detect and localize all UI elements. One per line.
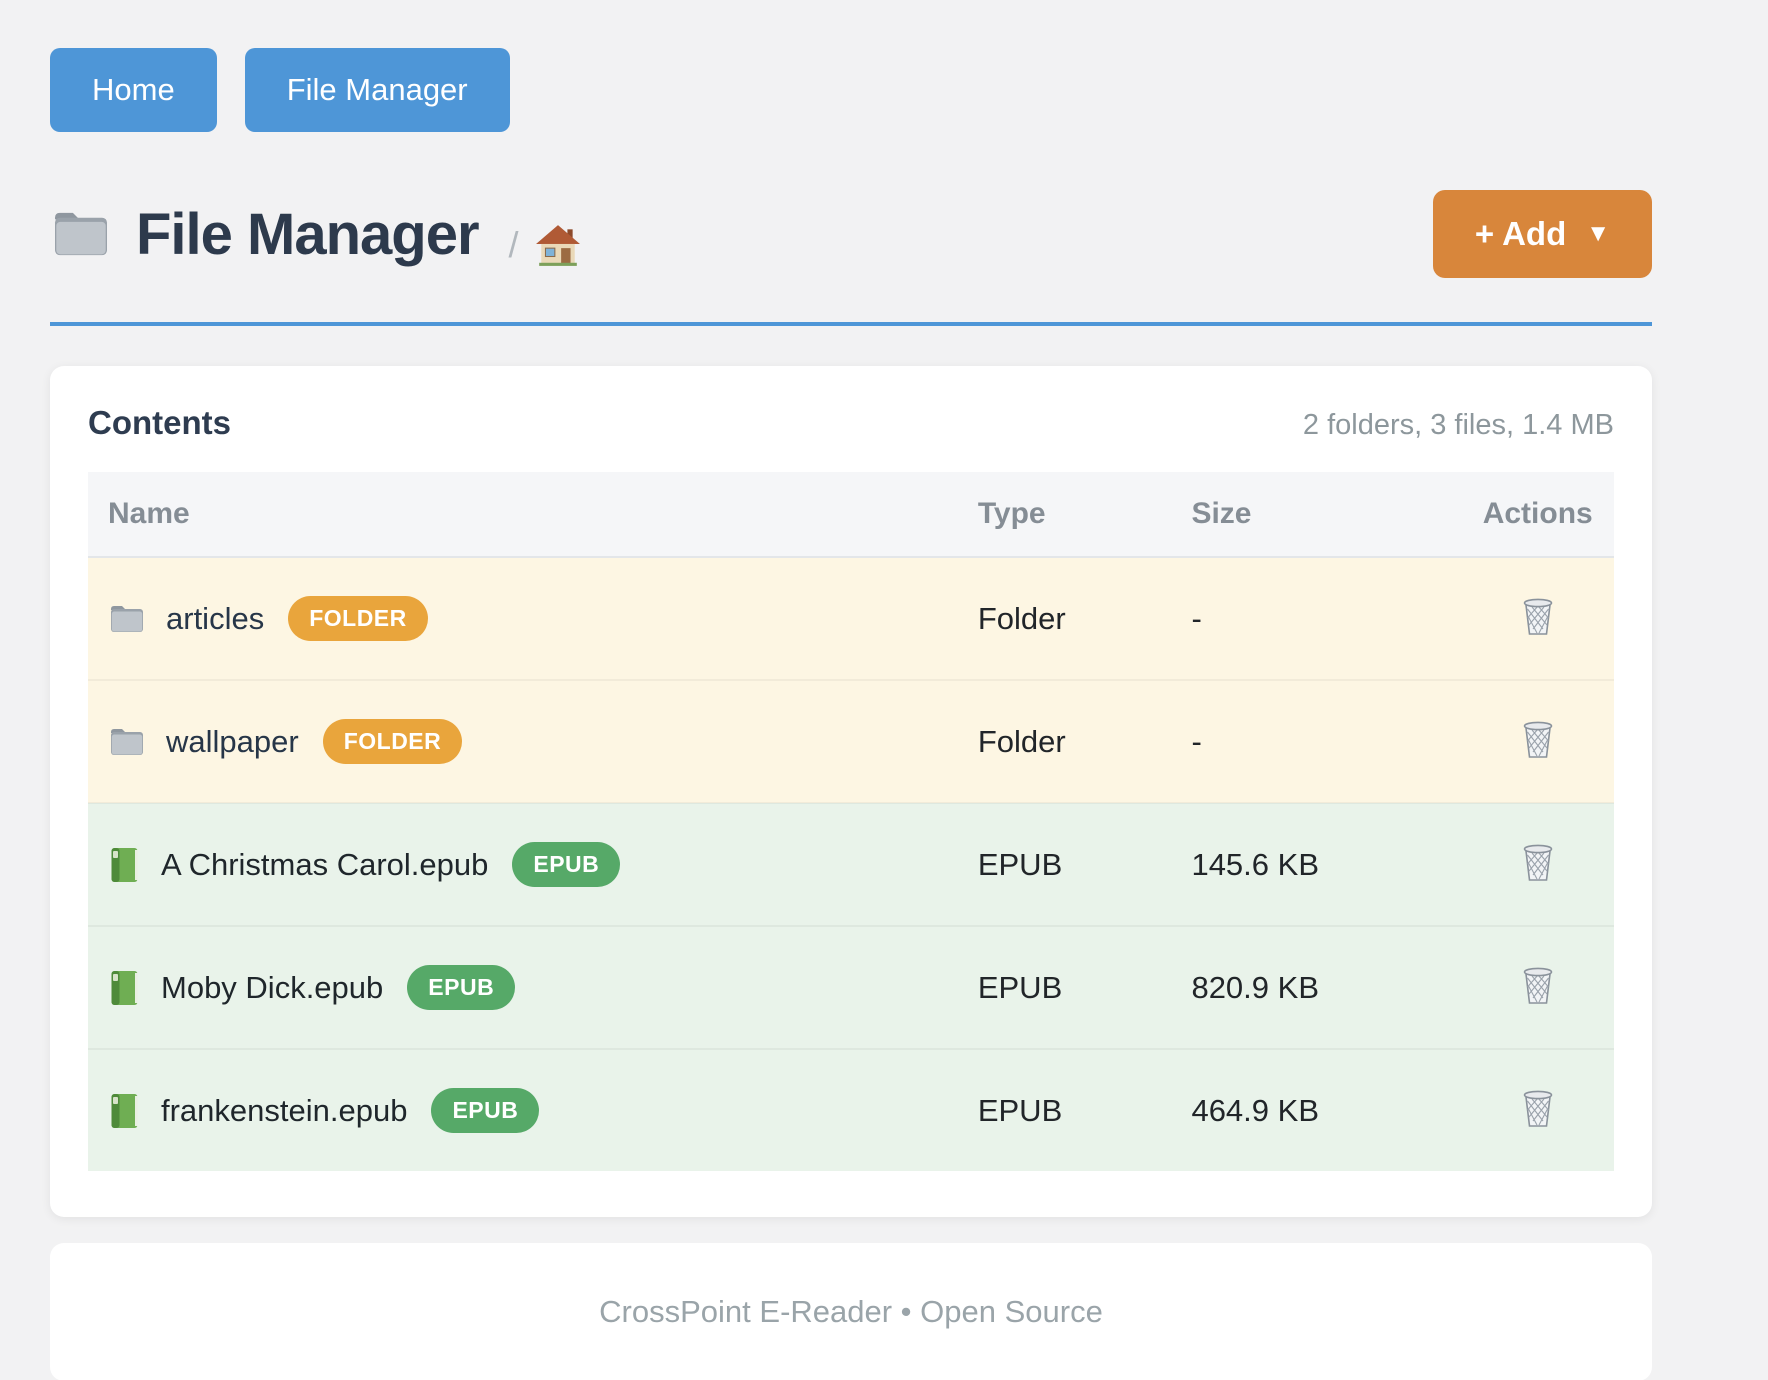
- add-button-label: + Add: [1474, 215, 1567, 252]
- table-row: wallpaper FOLDER Folder -: [88, 679, 1614, 803]
- caret-down-icon: ▼: [1586, 220, 1610, 247]
- type-badge: FOLDER: [322, 719, 463, 764]
- contents-heading: Contents: [88, 404, 231, 441]
- file-name[interactable]: articles: [166, 600, 265, 636]
- size-cell: 820.9 KB: [1171, 925, 1462, 1049]
- trash-icon: [1521, 843, 1555, 883]
- column-header-actions: Actions: [1461, 472, 1614, 558]
- nav-button-home[interactable]: Home: [50, 48, 217, 132]
- book-icon: [108, 969, 141, 1007]
- type-badge: EPUB: [512, 842, 621, 887]
- size-cell: 464.9 KB: [1171, 1048, 1462, 1171]
- size-cell: -: [1171, 557, 1462, 680]
- file-name[interactable]: A Christmas Carol.epub: [161, 846, 489, 882]
- delete-button[interactable]: [1517, 962, 1559, 1013]
- page-container: Home File Manager File Manager /: [50, 0, 1652, 1380]
- trash-icon: [1521, 1089, 1555, 1129]
- size-cell: 145.6 KB: [1171, 802, 1462, 926]
- size-cell: -: [1171, 679, 1462, 803]
- type-cell: EPUB: [957, 925, 1172, 1049]
- folder-icon: [108, 603, 146, 635]
- delete-button[interactable]: [1517, 593, 1559, 644]
- nav-button-file-manager[interactable]: File Manager: [244, 48, 510, 132]
- type-cell: EPUB: [957, 1048, 1172, 1171]
- table-row: frankenstein.epub EPUB EPUB 464.9 KB: [88, 1048, 1614, 1171]
- trash-icon: [1521, 720, 1555, 760]
- top-nav: Home File Manager: [50, 0, 1652, 132]
- add-button[interactable]: + Add ▼: [1432, 190, 1652, 278]
- table-row: A Christmas Carol.epub EPUB EPUB 145.6 K…: [88, 802, 1614, 926]
- delete-button[interactable]: [1517, 839, 1559, 890]
- footer-text: CrossPoint E-Reader • Open Source: [599, 1294, 1103, 1329]
- column-header-name: Name: [88, 472, 958, 558]
- home-icon[interactable]: [535, 224, 581, 266]
- table-header-row: Name Type Size Actions: [88, 472, 1614, 558]
- type-badge: FOLDER: [288, 596, 428, 641]
- contents-summary: 2 folders, 3 files, 1.4 MB: [1302, 409, 1614, 441]
- breadcrumb-separator: /: [508, 224, 519, 265]
- folder-icon: [50, 208, 112, 260]
- type-cell: EPUB: [957, 802, 1172, 926]
- table-row: articles FOLDER Folder -: [88, 557, 1614, 680]
- type-cell: Folder: [957, 679, 1172, 803]
- file-name[interactable]: Moby Dick.epub: [161, 969, 384, 1005]
- table-row: Moby Dick.epub EPUB EPUB 820.9 KB: [88, 925, 1614, 1049]
- delete-button[interactable]: [1517, 1085, 1559, 1136]
- page-title: File Manager: [136, 201, 480, 267]
- folder-icon: [108, 726, 146, 758]
- book-icon: [108, 1092, 141, 1130]
- header-divider: [50, 322, 1652, 326]
- delete-button[interactable]: [1517, 716, 1559, 767]
- file-name[interactable]: frankenstein.epub: [161, 1092, 408, 1128]
- breadcrumb: /: [509, 224, 581, 266]
- column-header-type: Type: [957, 472, 1172, 558]
- page-header: File Manager / + Add ▼: [50, 190, 1652, 278]
- file-table-body: articles FOLDER Folder -: [88, 557, 1614, 1171]
- trash-icon: [1521, 966, 1555, 1006]
- contents-card: Contents 2 folders, 3 files, 1.4 MB Name…: [50, 366, 1652, 1217]
- file-table: Name Type Size Actions: [88, 472, 1614, 1171]
- trash-icon: [1521, 597, 1555, 637]
- book-icon: [108, 846, 141, 884]
- footer: CrossPoint E-Reader • Open Source: [50, 1243, 1652, 1380]
- type-badge: EPUB: [407, 965, 516, 1010]
- column-header-size: Size: [1171, 472, 1462, 558]
- type-cell: Folder: [957, 557, 1172, 680]
- file-name[interactable]: wallpaper: [166, 723, 299, 759]
- type-badge: EPUB: [431, 1088, 540, 1133]
